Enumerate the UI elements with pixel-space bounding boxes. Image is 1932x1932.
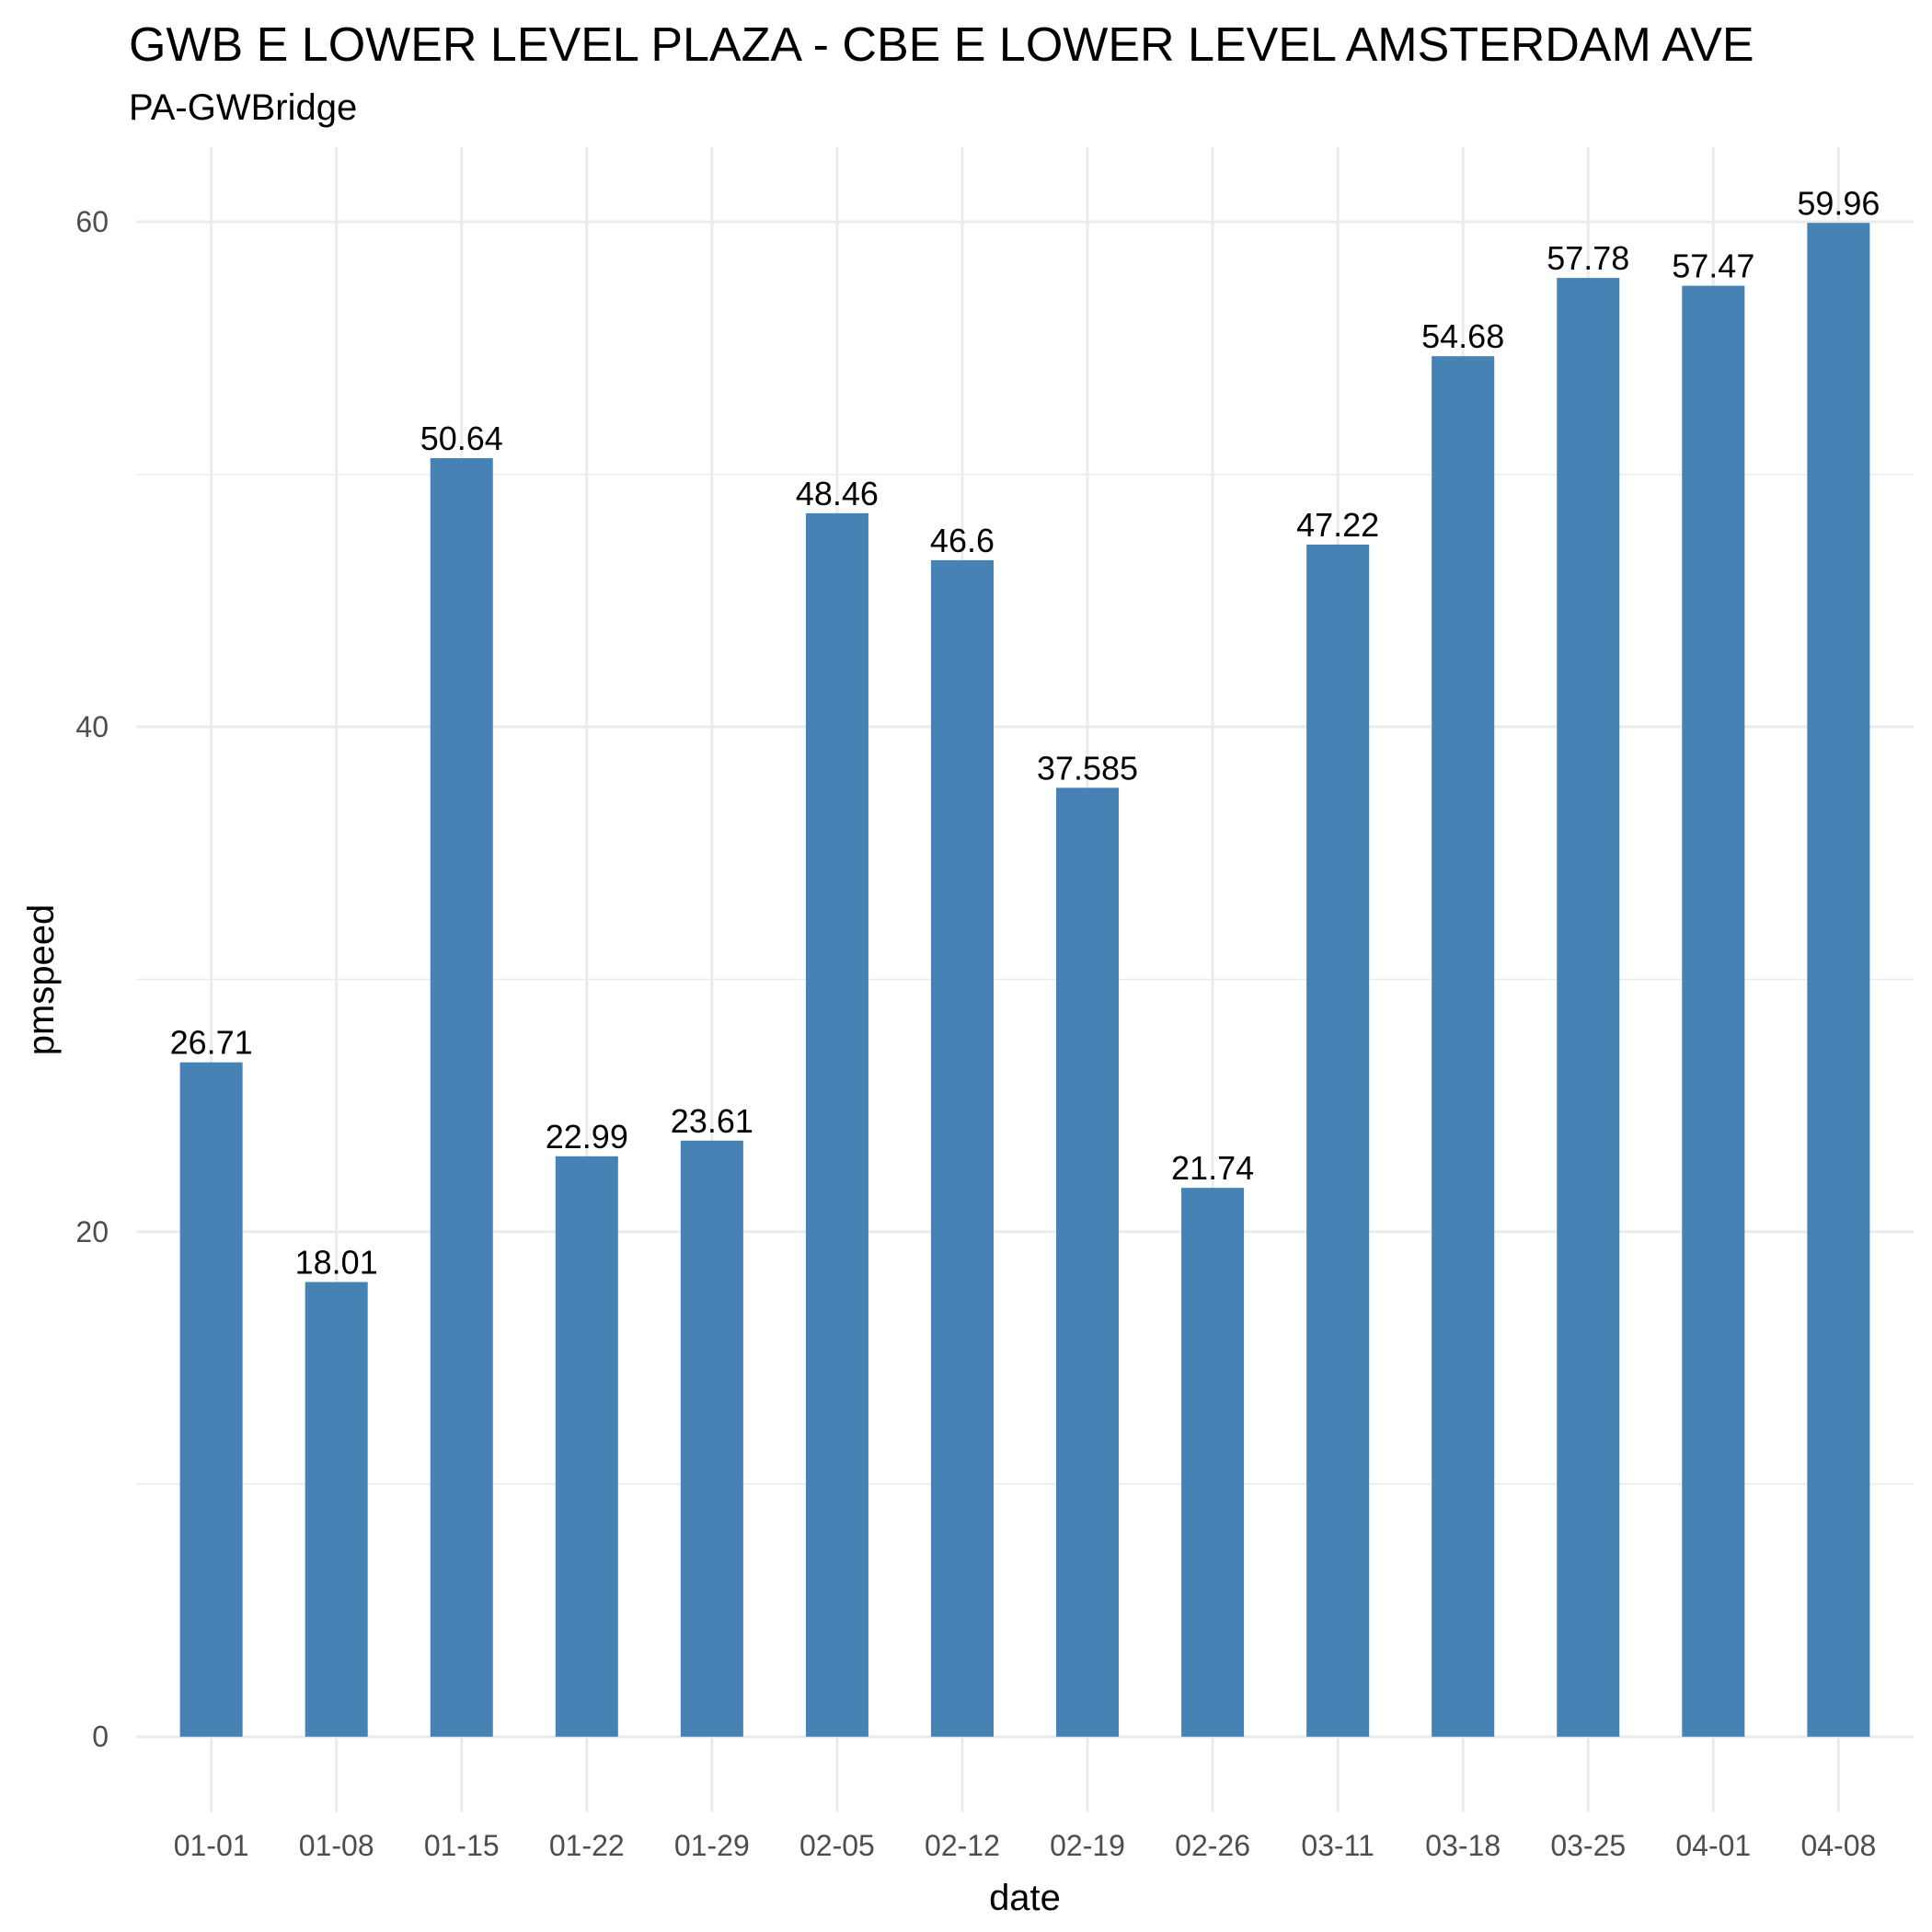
data-label-04-08: 59.96 bbox=[1797, 184, 1880, 222]
x-tick-label: 01-01 bbox=[174, 1829, 249, 1862]
x-tick-label: 01-15 bbox=[424, 1829, 500, 1862]
y-axis-title: pmspeed bbox=[21, 904, 62, 1056]
data-labels: 26.71 18.01 50.64 22.99 23.61 48.46 46.6 37.585… bbox=[170, 184, 1880, 1281]
x-tick-label: 03-25 bbox=[1550, 1829, 1626, 1862]
data-label-01-08: 18.01 bbox=[295, 1243, 378, 1281]
x-tick-label: 03-11 bbox=[1301, 1829, 1374, 1862]
x-tick-label: 01-22 bbox=[549, 1829, 625, 1862]
y-axis-ticks: 0 20 40 60 bbox=[75, 205, 109, 1754]
x-axis-title: date bbox=[989, 1878, 1061, 1918]
data-label-02-05: 48.46 bbox=[796, 475, 879, 512]
bars bbox=[179, 223, 1870, 1737]
x-tick-label: 02-19 bbox=[1050, 1829, 1125, 1862]
bar-01-01 bbox=[179, 1062, 243, 1737]
grid bbox=[136, 147, 1914, 1812]
y-tick-label: 40 bbox=[75, 710, 109, 743]
bar-01-15 bbox=[430, 458, 493, 1737]
bar-04-01 bbox=[1682, 285, 1745, 1737]
bar-04-08 bbox=[1807, 223, 1870, 1737]
chart-subtitle: PA-GWBridge bbox=[129, 87, 357, 128]
bar-01-08 bbox=[305, 1282, 368, 1737]
chart-title: GWB E LOWER LEVEL PLAZA - CBE E LOWER LE… bbox=[129, 18, 1754, 72]
bar-02-19 bbox=[1056, 788, 1120, 1737]
x-tick-label: 01-08 bbox=[299, 1829, 374, 1862]
data-label-02-26: 21.74 bbox=[1171, 1149, 1254, 1187]
x-tick-label: 04-01 bbox=[1675, 1829, 1751, 1862]
data-label-03-25: 57.78 bbox=[1547, 239, 1629, 277]
data-label-01-22: 22.99 bbox=[546, 1118, 628, 1156]
data-label-01-01: 26.71 bbox=[170, 1024, 253, 1062]
x-tick-label: 02-26 bbox=[1175, 1829, 1250, 1862]
data-label-02-19: 37.585 bbox=[1037, 749, 1138, 787]
x-tick-label: 02-05 bbox=[799, 1829, 875, 1862]
bar-02-05 bbox=[805, 512, 868, 1737]
x-tick-label: 03-18 bbox=[1425, 1829, 1501, 1862]
bar-02-26 bbox=[1181, 1188, 1245, 1737]
data-label-03-11: 47.22 bbox=[1296, 506, 1379, 544]
bar-01-22 bbox=[555, 1156, 618, 1737]
x-tick-label: 01-29 bbox=[674, 1829, 750, 1862]
x-tick-label: 02-12 bbox=[925, 1829, 1000, 1862]
bar-03-11 bbox=[1306, 544, 1370, 1737]
data-label-01-15: 50.64 bbox=[420, 420, 503, 457]
x-tick-label: 04-08 bbox=[1800, 1829, 1876, 1862]
data-label-01-29: 23.61 bbox=[671, 1102, 753, 1140]
data-label-02-12: 46.6 bbox=[930, 522, 995, 559]
y-tick-label: 20 bbox=[75, 1215, 109, 1248]
data-label-03-18: 54.68 bbox=[1421, 317, 1504, 355]
data-label-04-01: 57.47 bbox=[1672, 247, 1754, 285]
bar-03-25 bbox=[1557, 278, 1620, 1737]
bar-02-12 bbox=[930, 559, 994, 1737]
y-tick-label: 60 bbox=[75, 205, 109, 238]
bar-01-29 bbox=[680, 1140, 743, 1737]
bar-03-18 bbox=[1432, 356, 1495, 1737]
x-axis-ticks: 01-01 01-08 01-15 01-22 01-29 02-05 02-12 02-19… bbox=[174, 1829, 1877, 1862]
y-tick-label: 0 bbox=[92, 1720, 109, 1754]
